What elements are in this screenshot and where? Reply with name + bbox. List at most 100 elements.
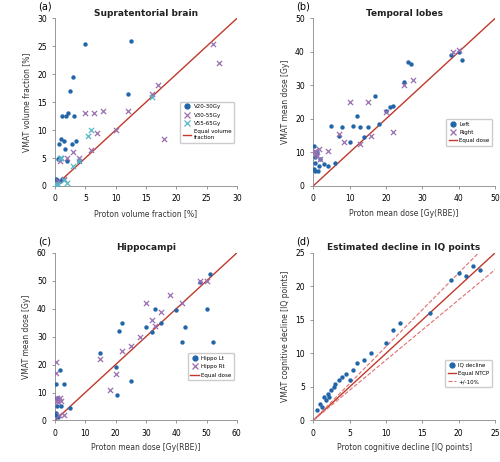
Y-axis label: VMAT mean dose [Gy]: VMAT mean dose [Gy]	[22, 294, 32, 379]
Point	[72, 138, 80, 145]
X-axis label: Proton cognitive decline [IQ points]: Proton cognitive decline [IQ points]	[336, 444, 471, 452]
Point	[60, 138, 68, 145]
Point	[148, 316, 156, 323]
Point	[454, 269, 462, 277]
Point	[114, 328, 122, 335]
Point	[57, 135, 65, 142]
Point	[368, 132, 376, 140]
Point	[82, 40, 90, 47]
Point	[368, 350, 376, 357]
Point	[69, 163, 77, 170]
Point	[178, 339, 186, 346]
Point	[63, 179, 71, 187]
Point	[60, 411, 68, 419]
Point	[68, 140, 76, 148]
Point	[58, 112, 66, 120]
Point	[316, 156, 324, 163]
Point	[118, 319, 126, 327]
Point	[69, 149, 77, 156]
Point	[454, 49, 462, 56]
Point	[75, 157, 83, 164]
Point	[56, 157, 64, 164]
Point	[52, 182, 60, 189]
Point	[178, 299, 186, 307]
Point	[54, 399, 62, 406]
Point	[57, 397, 65, 405]
Point	[172, 306, 180, 314]
Point	[454, 47, 462, 54]
Point	[151, 322, 159, 329]
Point	[154, 82, 162, 89]
Point	[88, 127, 96, 134]
X-axis label: Proton mean dose [Gy(RBE)]: Proton mean dose [Gy(RBE)]	[350, 209, 459, 218]
Point	[64, 109, 72, 117]
Point	[96, 350, 104, 357]
Point	[54, 411, 62, 419]
Point	[52, 411, 60, 419]
Point	[314, 146, 322, 153]
Point	[196, 279, 204, 286]
Point	[340, 139, 348, 146]
Point	[148, 93, 156, 100]
Point	[182, 323, 190, 331]
Point	[206, 270, 214, 278]
Point	[94, 129, 102, 137]
Point	[389, 102, 397, 109]
Title: Hippocampi: Hippocampi	[116, 243, 176, 252]
Point	[310, 159, 318, 166]
Point	[54, 181, 62, 188]
Point	[313, 152, 321, 159]
Point	[314, 162, 322, 170]
Point	[311, 147, 319, 154]
Point	[127, 343, 135, 350]
Y-axis label: VMAT cognitive decline [IQ points]: VMAT cognitive decline [IQ points]	[280, 271, 289, 402]
Point	[56, 177, 64, 185]
Point	[52, 380, 60, 388]
Point	[334, 377, 342, 384]
Point	[53, 181, 61, 188]
Point	[166, 291, 174, 298]
Point	[56, 395, 64, 402]
Point	[127, 377, 135, 385]
Point	[142, 323, 150, 331]
Point	[320, 160, 328, 168]
Point	[56, 154, 64, 162]
Point	[382, 109, 390, 116]
Point	[75, 157, 83, 164]
Point	[90, 109, 98, 117]
Point	[356, 124, 364, 131]
Point	[63, 157, 71, 164]
Y-axis label: VMAT volume fraction [%]: VMAT volume fraction [%]	[22, 53, 32, 152]
Point	[338, 124, 346, 131]
Legend: V20-30Gy, V30-55Gy, V55-65Gy, Equal volume
fraction: V20-30Gy, V30-55Gy, V55-65Gy, Equal volu…	[180, 102, 234, 143]
Point	[54, 413, 62, 421]
Point	[53, 396, 61, 403]
Point	[312, 167, 320, 175]
Point	[331, 159, 339, 166]
Point	[310, 149, 318, 156]
Point	[448, 52, 456, 59]
Point	[69, 73, 77, 81]
Text: (d): (d)	[296, 236, 310, 246]
Point	[60, 145, 68, 152]
Point	[106, 386, 114, 394]
Point	[322, 396, 330, 404]
Point	[342, 370, 350, 377]
Point	[314, 167, 322, 175]
Point	[66, 87, 74, 95]
Point	[360, 357, 368, 364]
Point	[52, 181, 60, 188]
Point	[82, 109, 90, 117]
Point	[346, 98, 354, 106]
Point	[57, 403, 65, 410]
Point	[389, 129, 397, 136]
Point	[400, 82, 408, 89]
Point	[448, 276, 456, 283]
Point	[208, 339, 216, 346]
Point	[364, 124, 372, 131]
Point	[382, 340, 390, 347]
Point	[462, 273, 470, 280]
Point	[52, 395, 60, 402]
Point	[63, 154, 71, 162]
Point	[52, 358, 60, 365]
